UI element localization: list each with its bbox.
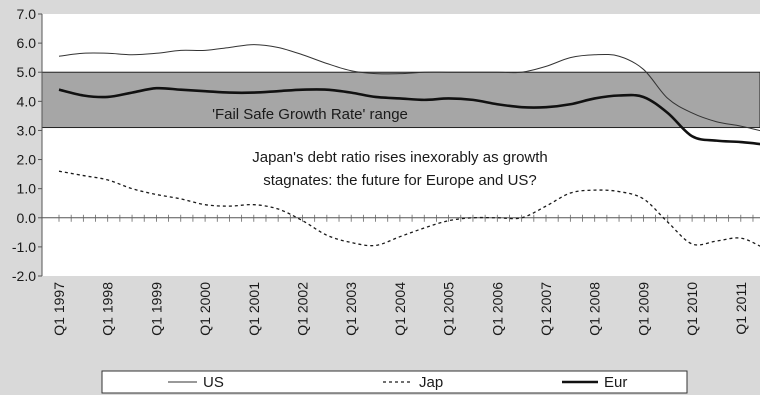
x-tick-label: Q1 1998 — [100, 282, 116, 336]
annotation-line-2: stagnates: the future for Europe and US? — [263, 172, 537, 189]
y-tick-label: 1.0 — [17, 181, 37, 197]
y-tick-label: -1.0 — [12, 239, 36, 255]
legend-label-us: US — [203, 374, 224, 391]
y-tick-label: 4.0 — [17, 93, 37, 109]
x-tick-label: Q1 2005 — [441, 282, 457, 336]
annotation-line-1: Japan's debt ratio rises inexorably as g… — [252, 149, 548, 166]
y-tick-label: -2.0 — [12, 268, 36, 284]
series-line-us — [58, 44, 760, 132]
x-tick-label: Q1 2003 — [343, 282, 359, 336]
series-line-eur — [58, 86, 760, 146]
x-tick-label: Q1 2010 — [684, 282, 700, 336]
y-tick-label: 6.0 — [17, 35, 37, 51]
x-tick-label: Q1 2008 — [587, 282, 603, 336]
y-tick-label: 0.0 — [17, 210, 37, 226]
x-tick-label: Q1 2011 — [733, 282, 749, 335]
legend-label-jap: Jap — [419, 374, 443, 391]
legend: US Jap Eur — [101, 370, 688, 394]
legend-box — [101, 370, 688, 394]
x-tick-label: Q1 2009 — [635, 282, 651, 336]
fail-safe-band — [41, 71, 760, 129]
band-label: 'Fail Safe Growth Rate' range — [212, 106, 408, 123]
y-tick-label: 3.0 — [17, 122, 37, 138]
y-tick-label: 2.0 — [17, 152, 37, 168]
x-tick-label: Q1 2004 — [392, 282, 408, 336]
y-tick-label: 5.0 — [17, 64, 37, 80]
x-tick-label: Q1 1999 — [148, 282, 164, 336]
x-tick-label: Q1 2007 — [538, 282, 554, 336]
legend-label-eur: Eur — [604, 374, 627, 391]
series-line-jap — [58, 170, 760, 247]
x-tick-label: Q1 2006 — [489, 282, 505, 336]
plot-area — [42, 14, 760, 276]
x-tick-label: Q1 1997 — [51, 282, 67, 336]
y-tick-label: 7.0 — [17, 6, 37, 22]
x-tick-label: Q1 2001 — [246, 282, 262, 336]
x-tick-label: Q1 2002 — [295, 282, 311, 336]
x-tick-label: Q1 2000 — [197, 282, 213, 336]
